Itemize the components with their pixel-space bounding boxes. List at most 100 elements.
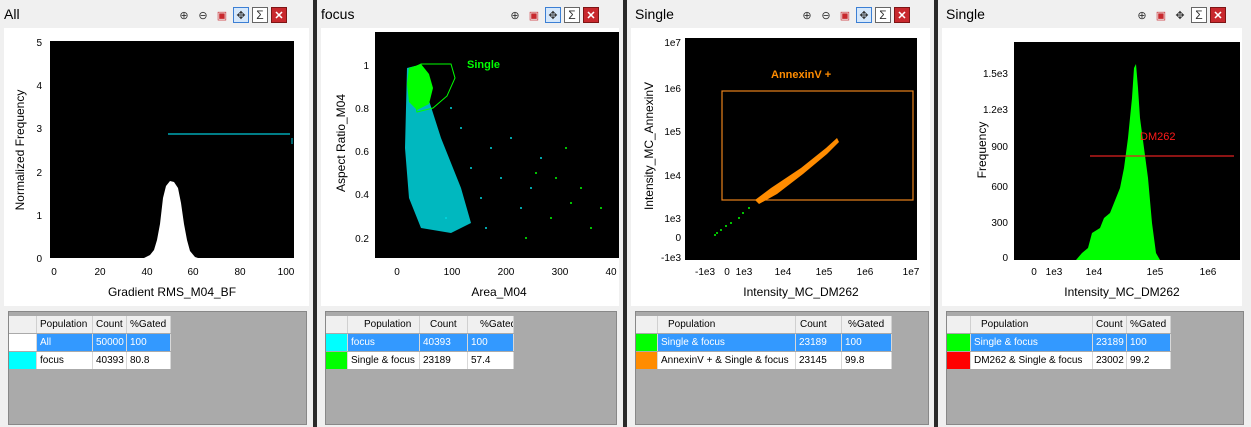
y-axis-label: Intensity_MC_AnnexinV <box>642 82 656 210</box>
table-row[interactable]: Single & focus 23189 57.4 <box>326 352 514 369</box>
gate-label: Single <box>467 59 500 71</box>
header-population[interactable]: Population <box>348 316 420 333</box>
annexinv-gate-rect[interactable] <box>721 90 914 201</box>
copy-icon[interactable]: ▣ <box>216 9 228 22</box>
close-icon[interactable]: ✕ <box>271 7 287 23</box>
header-population[interactable]: Population <box>37 316 93 333</box>
green-scatter-points <box>525 147 602 239</box>
zoom-in-icon[interactable]: ⊕ <box>510 9 520 22</box>
population-cell: DM262 & Single & focus <box>971 352 1093 369</box>
y-tick: 900 <box>991 142 1008 153</box>
sum-icon[interactable]: Σ <box>252 7 268 23</box>
table-row[interactable]: DM262 & Single & focus 23002 99.2 <box>947 352 1171 369</box>
y-tick: 3 <box>36 124 42 135</box>
histogram-bars <box>144 181 198 258</box>
histogram-bars <box>1076 64 1160 260</box>
panel-all: All ⊕ ⊖ ▣ ✥ Σ ✕ 0 1 2 3 4 5 0 20 40 60 <box>0 0 313 427</box>
panel-toolbar: ⊕ ▣ ✥ Σ ✕ <box>507 7 599 25</box>
zoom-in-icon[interactable]: ⊕ <box>179 9 189 22</box>
sum-icon[interactable]: Σ <box>1191 7 1207 23</box>
x-tick: 1e5 <box>816 267 833 278</box>
y-tick: -1e3 <box>661 253 681 264</box>
gated-cell: 100 <box>842 334 892 351</box>
x-tick: 40 <box>605 267 617 278</box>
panel-toolbar: ⊕ ⊖ ▣ ✥ Σ ✕ <box>176 7 287 25</box>
gated-cell: 100 <box>468 334 514 351</box>
close-icon[interactable]: ✕ <box>583 7 599 23</box>
pan-icon[interactable]: ✥ <box>856 7 872 23</box>
header-gated[interactable]: %Gated <box>1127 316 1171 333</box>
plot-area: 0 1 2 3 4 5 0 20 40 60 80 100 Gradient R… <box>4 28 309 306</box>
copy-icon[interactable]: ▣ <box>1155 9 1167 22</box>
header-count[interactable]: Count <box>1093 316 1127 333</box>
population-cell: focus <box>37 352 93 369</box>
pan-icon[interactable]: ✥ <box>545 7 561 23</box>
sum-icon[interactable]: Σ <box>564 7 580 23</box>
single-population-cloud <box>407 64 433 110</box>
header-gated[interactable]: %Gated <box>468 316 514 333</box>
histogram-chart[interactable]: 0 300 600 900 1.2e3 1.5e3 0 1e3 1e4 1e5 … <box>942 28 1242 306</box>
x-tick: 80 <box>234 267 246 278</box>
x-tick: 100 <box>278 267 295 278</box>
y-tick: 0 <box>1002 253 1008 264</box>
copy-icon[interactable]: ▣ <box>839 9 851 22</box>
population-table: Population Count %Gated focus 40393 100 … <box>325 311 617 425</box>
header-count[interactable]: Count <box>796 316 842 333</box>
histogram-chart[interactable]: 0 1 2 3 4 5 0 20 40 60 80 100 Gradient R… <box>4 28 309 306</box>
table-row[interactable]: AnnexinV + & Single & focus 23145 99.8 <box>636 352 892 369</box>
x-axis-label: Intensity_MC_DM262 <box>743 285 859 299</box>
pan-icon[interactable]: ✥ <box>1175 9 1185 22</box>
header-population[interactable]: Population <box>658 316 796 333</box>
x-tick: 1e5 <box>1147 267 1164 278</box>
close-icon[interactable]: ✕ <box>894 7 910 23</box>
header-count[interactable]: Count <box>420 316 468 333</box>
color-swatch <box>9 352 37 369</box>
table-header: Population Count %Gated <box>636 316 892 333</box>
scatter-chart[interactable]: 0.2 0.4 0.6 0.8 1 0 100 200 300 40 Area_… <box>321 28 619 306</box>
close-icon[interactable]: ✕ <box>1210 7 1226 23</box>
count-cell: 23145 <box>796 352 842 369</box>
table-row[interactable]: Single & focus 23189 100 <box>636 334 892 351</box>
x-tick: 1e3 <box>736 267 753 278</box>
gated-cell: 80.8 <box>127 352 171 369</box>
zoom-in-icon[interactable]: ⊕ <box>802 9 812 22</box>
copy-icon[interactable]: ▣ <box>528 9 540 22</box>
y-tick: 600 <box>991 182 1008 193</box>
zoom-out-icon[interactable]: ⊖ <box>821 9 831 22</box>
color-swatch <box>326 352 348 369</box>
table-row[interactable]: focus 40393 80.8 <box>9 352 171 369</box>
table-row[interactable]: focus 40393 100 <box>326 334 514 351</box>
population-cell: Single & focus <box>971 334 1093 351</box>
pan-icon[interactable]: ✥ <box>233 7 249 23</box>
gate-label: DM262 <box>1140 131 1175 143</box>
header-gated[interactable]: %Gated <box>842 316 892 333</box>
table-row[interactable]: All 50000 100 <box>9 334 171 351</box>
table-header: Population Count %Gated <box>9 316 171 333</box>
single-gate-polygon[interactable] <box>408 63 456 113</box>
scatter-chart[interactable]: -1e3 0 1e3 1e4 1e5 1e6 1e7 -1e3 0 1e3 1e… <box>631 28 930 306</box>
color-swatch <box>326 334 348 351</box>
sum-icon[interactable]: Σ <box>875 7 891 23</box>
color-swatch <box>947 334 971 351</box>
gated-cell: 100 <box>127 334 171 351</box>
x-tick: 1e4 <box>775 267 792 278</box>
y-tick: 300 <box>991 218 1008 229</box>
zoom-in-icon[interactable]: ⊕ <box>1137 9 1147 22</box>
zoom-out-icon[interactable]: ⊖ <box>198 9 208 22</box>
header-count[interactable]: Count <box>93 316 127 333</box>
header-gated[interactable]: %Gated <box>127 316 171 333</box>
population-table: Population Count %Gated All 50000 100 fo… <box>8 311 307 425</box>
x-tick: 1e7 <box>903 267 920 278</box>
table-row[interactable]: Single & focus 23189 100 <box>947 334 1171 351</box>
header-population[interactable]: Population <box>971 316 1093 333</box>
y-tick: 5 <box>36 38 42 49</box>
x-tick: 0 <box>51 267 57 278</box>
x-tick: 20 <box>94 267 106 278</box>
panel-single-histogram: Single ⊕ ▣ ✥ Σ ✕ 0 300 600 900 1.2e3 1.5… <box>938 0 1251 427</box>
gated-cell: 99.8 <box>842 352 892 369</box>
color-swatch <box>947 352 971 369</box>
panel-title: Single <box>946 6 985 22</box>
x-tick: 1e6 <box>1200 267 1217 278</box>
count-cell: 50000 <box>93 334 127 351</box>
panel-title: All <box>4 6 20 22</box>
